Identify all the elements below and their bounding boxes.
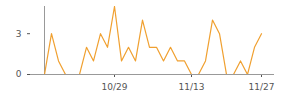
svg-text:11/13: 11/13 xyxy=(179,82,205,92)
svg-text:0: 0 xyxy=(16,69,22,79)
svg-text:11/27: 11/27 xyxy=(249,82,275,92)
svg-text:10/29: 10/29 xyxy=(102,82,128,92)
svg-text:3: 3 xyxy=(16,29,22,39)
